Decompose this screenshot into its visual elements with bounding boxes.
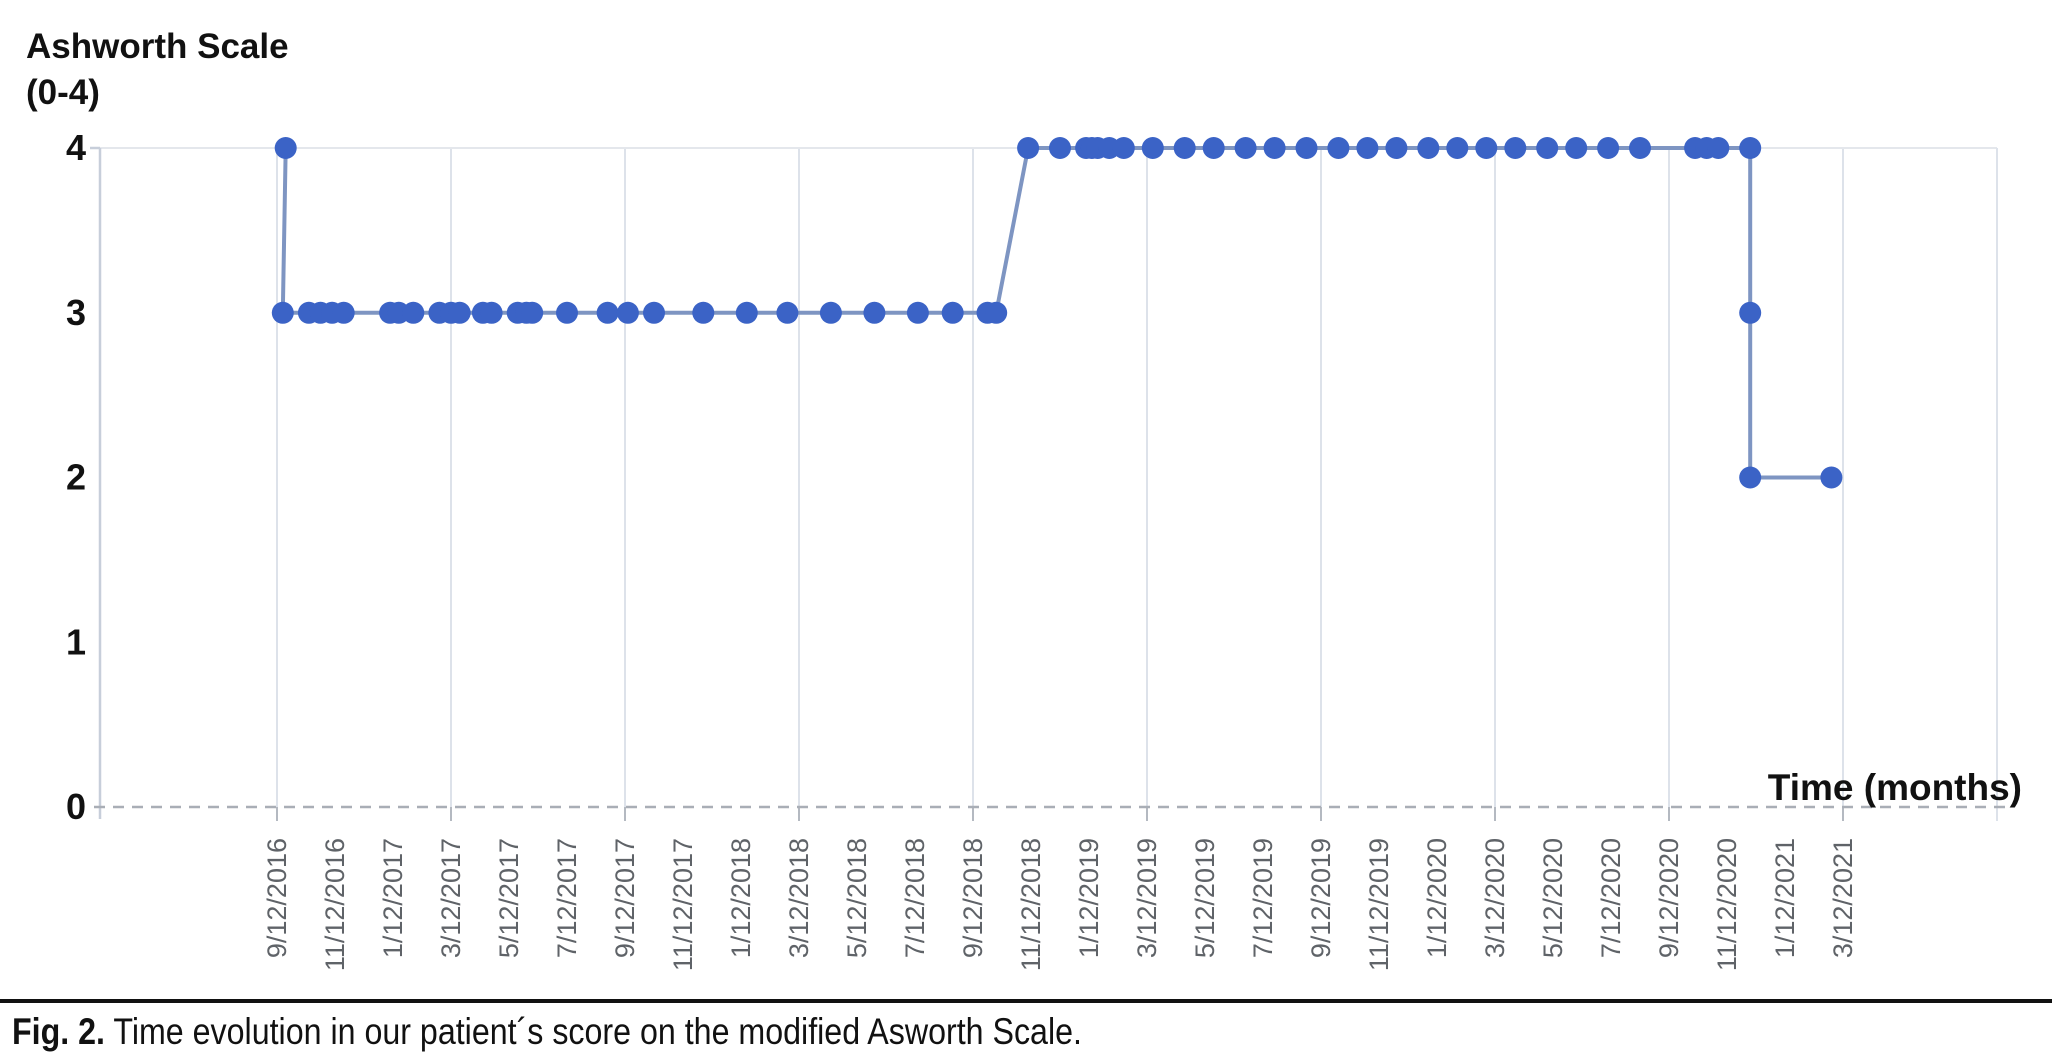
x-tick-label: 1/12/2020 <box>1422 838 1452 958</box>
x-tick-label: 7/12/2019 <box>1248 838 1278 958</box>
data-point <box>1141 137 1164 159</box>
data-point <box>596 301 619 324</box>
x-tick-label: 1/12/2019 <box>1074 838 1104 958</box>
data-point <box>941 301 964 324</box>
x-tick-label: 11/12/2019 <box>1364 838 1394 971</box>
data-point <box>1707 137 1730 159</box>
x-tick-label: 1/12/2021 <box>1770 838 1800 958</box>
data-point <box>1504 137 1527 159</box>
data-point <box>1356 137 1379 159</box>
y-axis-title-line2: (0-4) <box>26 72 100 112</box>
x-axis-title: Time (months) <box>1768 767 2022 808</box>
x-tick-label: 11/12/2018 <box>1016 838 1046 971</box>
x-tick-label: 9/12/2018 <box>958 838 988 958</box>
data-point <box>1739 301 1762 324</box>
figure-caption: Fig. 2. Time evolution in our patient´s … <box>12 1011 1082 1053</box>
x-tick-label: 7/12/2018 <box>900 838 930 958</box>
figure-caption-text: Time evolution in our patient´s score on… <box>105 1011 1082 1052</box>
data-point <box>521 301 544 324</box>
data-point <box>1629 137 1651 159</box>
data-point <box>643 301 665 324</box>
data-point <box>1446 137 1469 159</box>
figure-caption-label: Fig. 2. <box>12 1011 106 1052</box>
data-point <box>556 301 578 324</box>
data-point <box>1049 137 1071 159</box>
x-tick-label: 3/12/2018 <box>784 838 814 958</box>
x-tick-label: 1/12/2018 <box>726 838 756 958</box>
data-point <box>863 301 886 324</box>
y-tick-label: 2 <box>66 457 86 498</box>
data-point <box>1327 137 1350 159</box>
data-point <box>1017 137 1040 159</box>
data-point <box>332 301 355 324</box>
x-tick-label: 11/12/2020 <box>1712 838 1742 971</box>
y-axis-title-line1: Ashworth Scale <box>26 27 289 66</box>
data-point <box>1597 137 1620 159</box>
data-point <box>1173 137 1196 159</box>
data-point <box>480 301 503 324</box>
x-tick-label: 7/12/2020 <box>1596 838 1626 958</box>
data-point <box>1475 137 1498 159</box>
data-point <box>1739 466 1762 489</box>
x-tick-label: 9/12/2016 <box>262 838 292 958</box>
y-tick-label: 0 <box>66 786 86 827</box>
x-tick-label: 11/12/2017 <box>668 838 698 971</box>
y-tick-label: 3 <box>66 292 86 333</box>
data-point <box>274 137 297 159</box>
data-point <box>1385 137 1408 159</box>
x-tick-label: 7/12/2017 <box>552 838 582 958</box>
x-tick-label: 3/12/2017 <box>436 838 466 958</box>
x-tick-label: 1/12/2017 <box>378 838 408 958</box>
x-tick-label: 3/12/2020 <box>1480 838 1510 958</box>
y-axis-title: Ashworth Scale (0-4) <box>26 24 289 115</box>
x-tick-label: 9/12/2020 <box>1654 838 1684 958</box>
data-point <box>1295 137 1318 159</box>
data-point <box>692 301 715 324</box>
caption-bar: Fig. 2. Time evolution in our patient´s … <box>0 999 2052 1060</box>
y-tick-label: 4 <box>66 127 86 168</box>
data-point <box>1202 137 1225 159</box>
x-tick-label: 5/12/2019 <box>1190 838 1220 958</box>
data-point <box>735 301 758 324</box>
data-point <box>402 301 425 324</box>
data-point <box>776 301 799 324</box>
data-point <box>1565 137 1588 159</box>
data-point <box>985 301 1008 324</box>
data-point <box>819 301 842 324</box>
x-tick-label: 5/12/2020 <box>1538 838 1568 958</box>
data-point <box>271 301 294 324</box>
chart-svg: 0 1 2 3 4 9/12/2016 11/12/2016 1/12/2017 3/12/20… <box>66 127 2022 971</box>
data-point <box>1263 137 1286 159</box>
x-tick-label: 3/12/2019 <box>1132 838 1162 958</box>
data-point <box>906 301 929 324</box>
data-point <box>1536 137 1559 159</box>
data-point <box>1234 137 1257 159</box>
data-point <box>1112 137 1135 159</box>
y-tick-label: 1 <box>66 621 86 662</box>
x-tick-label: 9/12/2019 <box>1306 838 1336 958</box>
data-point <box>1739 137 1762 159</box>
data-point <box>1820 466 1843 489</box>
x-tick-label: 11/12/2016 <box>320 838 350 971</box>
data-point <box>1417 137 1440 159</box>
data-point <box>616 301 639 324</box>
x-tick-label: 9/12/2017 <box>610 838 640 958</box>
x-tick-label: 5/12/2017 <box>494 838 524 958</box>
x-tick-label: 5/12/2018 <box>842 838 872 958</box>
x-tick-label: 3/12/2021 <box>1828 838 1858 958</box>
data-point <box>448 301 471 324</box>
